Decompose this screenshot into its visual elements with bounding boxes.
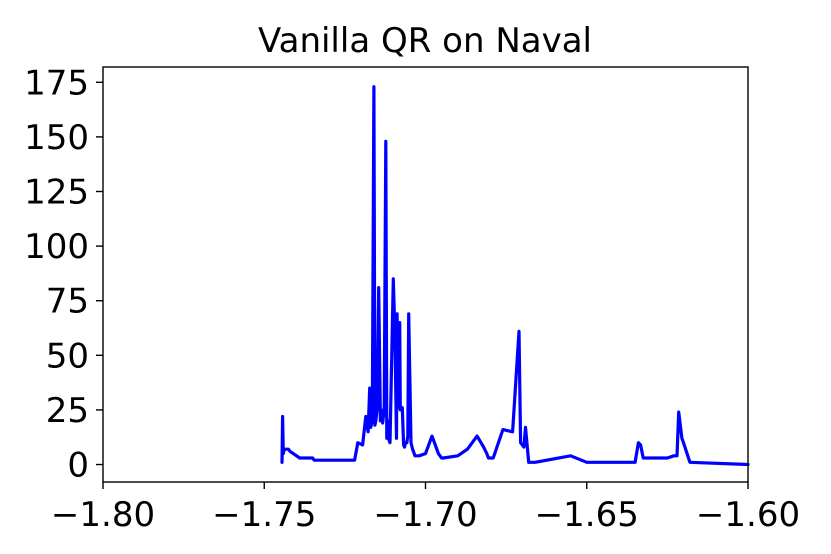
x-tick-label: −1.80 xyxy=(51,495,155,535)
y-tick-label: 50 xyxy=(46,336,89,376)
series-line xyxy=(280,85,750,467)
y-tick-label: 0 xyxy=(67,446,89,486)
plot-series xyxy=(280,85,750,467)
chart-title: Vanilla QR on Naval xyxy=(258,21,592,61)
x-tick-label: −1.75 xyxy=(212,495,316,535)
x-tick-label: −1.65 xyxy=(535,495,639,535)
x-tick-label: −1.70 xyxy=(373,495,477,535)
y-tick-label: 150 xyxy=(24,118,89,158)
y-axis: 0 25 50 75 100 125 150 175 xyxy=(24,63,103,486)
y-tick-label: 175 xyxy=(24,63,89,103)
y-tick-label: 75 xyxy=(46,282,89,322)
y-tick-label: 25 xyxy=(46,391,89,431)
x-axis: −1.80 −1.75 −1.70 −1.65 −1.60 xyxy=(51,482,800,535)
y-tick-label: 125 xyxy=(24,173,89,213)
y-tick-label: 100 xyxy=(24,227,89,267)
x-tick-label: −1.60 xyxy=(696,495,800,535)
plot-frame xyxy=(102,66,749,483)
